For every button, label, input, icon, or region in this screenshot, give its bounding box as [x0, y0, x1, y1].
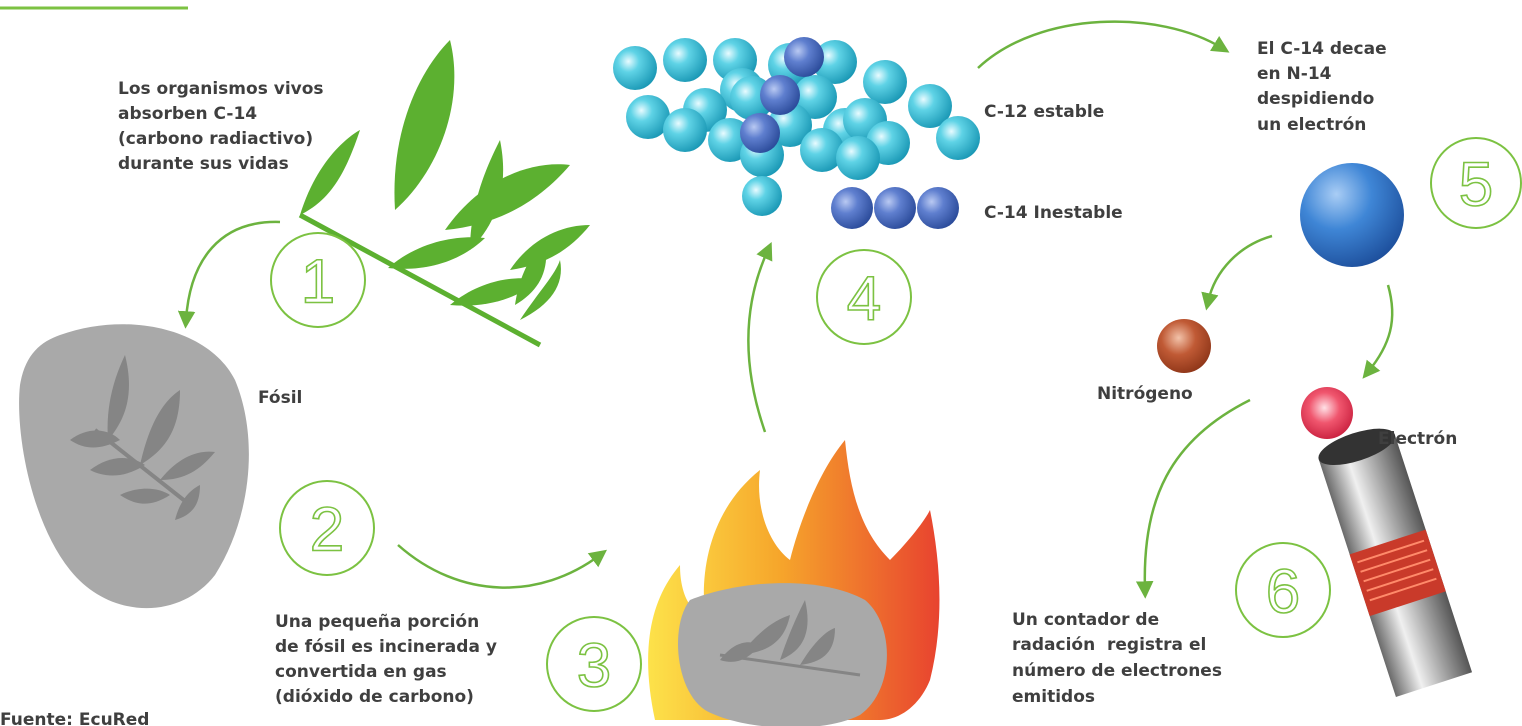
caption-line: un electrón: [1257, 115, 1366, 135]
caption-line: durante sus vidas: [118, 154, 289, 174]
step-number: 4: [847, 265, 881, 334]
fire: [648, 440, 939, 726]
step-number: 5: [1459, 151, 1493, 220]
caption-line: Una pequeña porción: [275, 612, 479, 632]
electron-label: Electrón: [1378, 429, 1457, 449]
c12-label: C-12 estable: [984, 102, 1104, 122]
caption-line: absorben C-14: [118, 104, 257, 124]
caption-line: despidiendo: [1257, 89, 1374, 109]
plant: [300, 40, 590, 345]
diagram: 1 2 3 4 5 6 Los organismos vivos absorbe…: [0, 0, 1522, 726]
nitrogen-label: Nitrógeno: [1097, 384, 1193, 404]
step-number: 3: [577, 632, 611, 701]
caption-line: El C-14 decae: [1257, 39, 1387, 59]
caption-line: en N-14: [1257, 64, 1332, 84]
step-number: 2: [310, 496, 344, 565]
carbon-atoms: [613, 37, 980, 229]
electron-particle: [1301, 387, 1353, 439]
fossil-label: Fósil: [258, 388, 302, 408]
step-number: 1: [301, 248, 335, 317]
caption-line: (carbono radiactivo): [118, 129, 313, 149]
caption-line: convertida en gas: [275, 662, 447, 682]
caption-line: Los organismos vivos: [118, 79, 324, 99]
source: Fuente: EcuRed: [0, 710, 149, 726]
caption-line: número de electrones: [1012, 661, 1222, 681]
radiation-counter: [1314, 421, 1472, 697]
caption-line: emitidos: [1012, 687, 1095, 707]
caption-line: de fósil es incinerada y: [275, 637, 497, 657]
caption-line: Un contador de: [1012, 610, 1159, 630]
c14-atom: [1300, 163, 1404, 267]
caption-line: radación registra el: [1012, 635, 1206, 655]
fossil-rock: [19, 324, 249, 608]
c14-label: C-14 Inestable: [984, 203, 1123, 223]
nitrogen-atom: [1157, 319, 1211, 373]
caption-line: (dióxido de carbono): [275, 687, 474, 707]
step-number: 6: [1266, 558, 1300, 627]
